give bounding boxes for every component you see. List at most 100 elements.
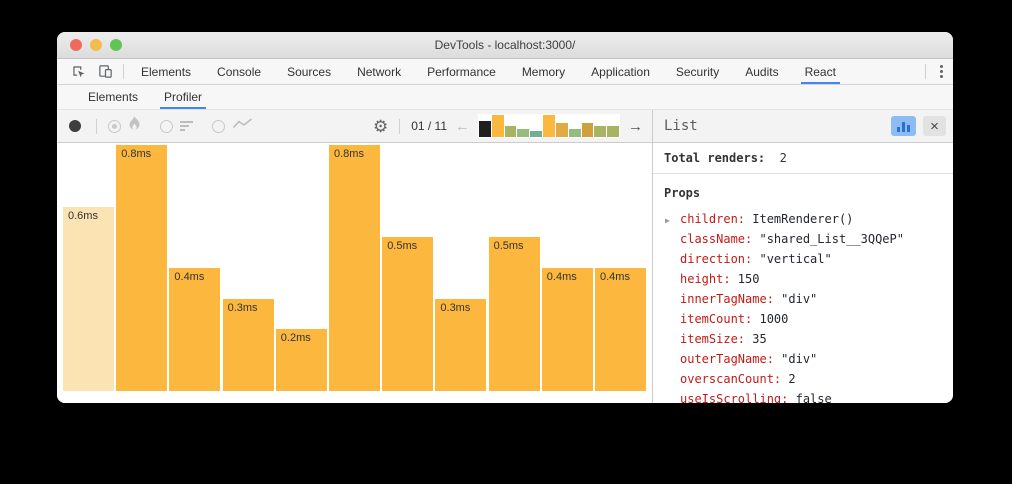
view-component-chart-button[interactable] [891,116,916,136]
component-panel-body: Total renders: 2 Props ▶ children: ItemRe… [653,143,953,403]
prop-row-itemSize: itemSize: 35 [664,329,942,349]
commit-index: 01 / 11 [411,119,447,133]
device-toolbar-icon[interactable] [92,59,119,84]
tab-react[interactable]: React [792,59,849,84]
tab-console[interactable]: Console [217,64,262,79]
prop-value: 1000 [752,312,789,326]
tab-application[interactable]: Application [591,64,650,79]
tab-memory[interactable]: Memory [521,64,566,79]
bar-duration-label: 0.8ms [334,148,364,160]
prop-key: overscanCount: [680,372,782,386]
component-panel-header: List × [653,110,953,143]
flamegraph-bar[interactable]: 0.3ms [222,299,274,391]
tab-audits[interactable]: Audits [745,64,779,79]
bar-duration-label: 0.2ms [280,332,311,344]
interactions-icon[interactable] [232,117,253,135]
flamegraph-bar[interactable]: 0.4ms [595,268,646,391]
flamegraph-bar[interactable]: 0.3ms [435,299,487,391]
flamegraph-bar[interactable]: 0.6ms [63,207,114,391]
subtab-elements[interactable]: Elements [88,90,139,104]
commit-selector[interactable] [478,114,620,138]
gear-icon[interactable]: ⚙ [372,116,389,136]
interactions-radio[interactable] [212,119,225,133]
flamegraph-bar[interactable]: 0.8ms [329,145,380,391]
prop-value: 2 [781,372,796,386]
close-panel-button[interactable]: × [923,116,946,136]
prop-value: "div" [773,352,818,366]
bar-duration-label: 0.4ms [600,271,630,283]
prop-row-outerTagName: outerTagName: "div" [664,349,942,369]
props-list: ▶ children: ItemRenderer() className: "sha… [664,209,942,403]
flamegraph-bar[interactable]: 0.5ms [382,237,434,391]
prop-key: className: [680,232,753,246]
flamegraph-bar[interactable]: 0.5ms [488,237,540,391]
expand-arrow-icon[interactable]: ▶ [665,216,670,225]
prop-key: children: [680,212,746,226]
prop-row-children[interactable]: ▶ children: ItemRenderer() [664,209,942,229]
tab-sources[interactable]: Sources [287,64,332,79]
flamegraph: 0.6ms 0.8ms 0.4ms 0.3ms 0.2ms 0.8ms 0.5ms 0.3ms… [57,143,652,403]
props-heading: Props [664,186,701,200]
commit-thumbnail[interactable] [543,115,555,137]
prop-value: 150 [730,272,760,286]
commit-thumbnail[interactable] [568,129,581,137]
traffic-lights [70,39,122,51]
more-options-icon[interactable] [930,59,953,84]
subtab-profiler[interactable]: Profiler [151,85,215,109]
titlebar: DevTools - localhost:3000/ [57,32,953,59]
bar-duration-label: 0.5ms [493,240,524,252]
flamegraph-bar[interactable]: 0.8ms [116,145,168,391]
commit-thumbnail[interactable] [517,129,530,137]
total-renders-value [772,151,779,165]
commit-thumbnail[interactable] [581,123,594,137]
close-window-button[interactable] [70,39,82,51]
ranked-chart-icon[interactable] [180,121,193,131]
ranked-chart-radio[interactable] [160,119,173,133]
prop-value: ItemRenderer() [745,212,854,226]
tab-elements[interactable]: Elements [141,64,192,79]
flamegraph-radio[interactable] [108,119,121,133]
zoom-window-button[interactable] [110,39,122,51]
divider [123,64,124,79]
bar-duration-label: 0.3ms [227,302,258,314]
component-details-pane: List × Total renders: 2 Props ▶ children:… [652,110,953,403]
commit-thumbnail[interactable] [479,121,491,137]
prop-row-useIsScrolling: useIsScrolling: false [664,389,942,403]
flamegraph-bar[interactable]: 0.2ms [275,329,327,391]
next-commit-arrow-icon[interactable]: → [628,117,643,135]
prop-key: itemCount: [680,312,753,326]
previous-commit-arrow-icon[interactable]: ← [455,117,470,135]
record-icon[interactable] [69,120,81,132]
flame-icon[interactable] [128,116,141,136]
tab-security[interactable]: Security [675,64,720,79]
window-title: DevTools - localhost:3000/ [434,38,576,52]
prop-value: "shared_List__3QQeP" [752,232,904,246]
prop-row-direction: direction: "vertical" [664,249,942,269]
inspect-element-icon[interactable] [65,59,92,84]
profiler-toolbar: ⚙ 01 / 11 ← → [57,110,652,143]
tab-performance[interactable]: Performance [427,64,496,79]
prop-key: outerTagName: [680,352,774,366]
bar-duration-label: 0.5ms [387,240,418,252]
tab-network[interactable]: Network [357,64,402,79]
flamegraph-bar[interactable]: 0.4ms [169,268,221,391]
commit-thumbnail[interactable] [491,115,504,137]
main-tab-list: Elements Console Sources Network Performance… [128,59,849,84]
commit-thumbnail[interactable] [594,126,607,137]
flamegraph-bar[interactable]: 0.4ms [541,268,593,391]
divider [399,118,401,134]
commit-thumbnail[interactable] [530,131,543,137]
commit-thumbnail[interactable] [607,126,619,137]
devtools-tab-bar: Elements Console Sources Network Performance… [57,59,953,85]
total-renders: Total renders: 2 [653,143,953,174]
prop-key: direction: [680,252,753,266]
commit-thumbnail[interactable] [504,126,517,137]
minimize-window-button[interactable] [90,39,102,51]
commit-thumbnail[interactable] [555,123,568,137]
prop-key: useIsScrolling: [680,392,789,403]
prop-row-className: className: "shared_List__3QQeP" [664,229,942,249]
bar-duration-label: 0.4ms [174,271,205,283]
profiler-pane: ⚙ 01 / 11 ← → 0.6ms 0.8ms 0.4ms 0.3ms 0.2ms 0… [57,110,652,403]
prop-key: itemSize: [680,332,746,346]
sub-tab-list: Elements Profiler [75,85,215,109]
